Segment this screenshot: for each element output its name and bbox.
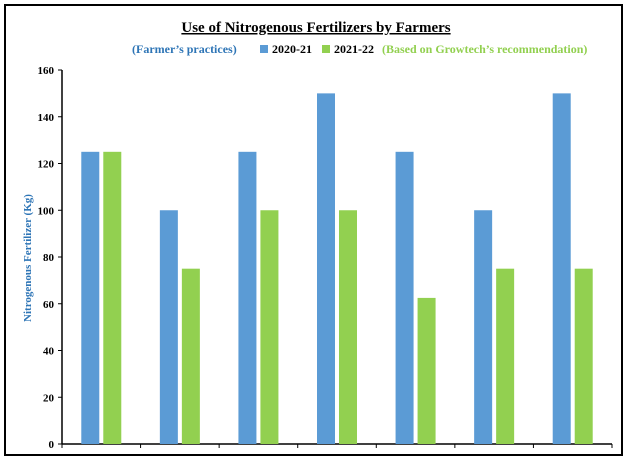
y-axis-label: Nitrogenous Fertilizer (Kg) (22, 194, 34, 322)
bar-2020-21 (552, 93, 571, 444)
y-tick-label: 100 (38, 205, 55, 217)
bar-2020-21 (159, 210, 178, 444)
bar-2020-21 (395, 151, 414, 444)
bar-2021-22 (339, 210, 357, 444)
legend-swatch-2021-22 (322, 45, 330, 53)
bar-2021-22 (103, 151, 122, 444)
bar-2020-21 (474, 210, 493, 444)
legend-prefix: (Farmer’s practices) (132, 42, 237, 56)
chart-title: Use of Nitrogenous Fertilizers by Farmer… (181, 20, 450, 36)
bar-2020-21 (238, 151, 257, 444)
y-tick-label: 140 (38, 112, 55, 124)
legend-label-2021-22: 2021-22 (334, 42, 374, 56)
legend-suffix: (Based on Growtech’s recommendation) (382, 42, 587, 56)
bar-2020-21 (81, 151, 100, 444)
y-tick-label: 120 (38, 159, 55, 171)
bar-2021-22 (417, 297, 436, 444)
bar-2021-22 (574, 268, 593, 444)
y-tick-label: 160 (38, 65, 55, 77)
bar-2020-21 (317, 93, 335, 444)
legend: (Farmer’s practices) 2020-21 2021-22 (Ba… (132, 42, 587, 56)
bar-2021-22 (260, 210, 279, 444)
y-tick-label: 20 (43, 392, 55, 404)
legend-swatch-2020-21 (260, 45, 268, 53)
y-tick-label: 40 (43, 346, 55, 358)
bar-2021-22 (496, 268, 515, 444)
y-tick-label: 60 (43, 299, 55, 311)
bar-2021-22 (181, 268, 200, 444)
plot-area: 0 20 40 60 80 100 120 140 160 (38, 65, 613, 451)
legend-label-2020-21: 2020-21 (272, 42, 312, 56)
y-tick-label: 0 (49, 439, 55, 451)
y-tick-label: 80 (43, 252, 55, 264)
chart-frame (4, 4, 623, 456)
